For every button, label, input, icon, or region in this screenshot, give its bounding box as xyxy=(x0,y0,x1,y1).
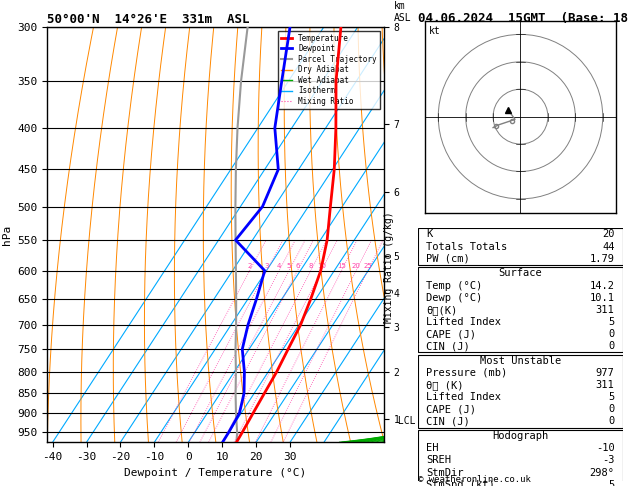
Text: © weatheronline.co.uk: © weatheronline.co.uk xyxy=(418,474,531,484)
Text: θᴄ(K): θᴄ(K) xyxy=(426,305,458,315)
Text: 20: 20 xyxy=(602,229,615,240)
Text: StmSpd (kt): StmSpd (kt) xyxy=(426,480,495,486)
Text: Mixing Ratio (g/kg): Mixing Ratio (g/kg) xyxy=(384,211,394,323)
Text: Surface: Surface xyxy=(499,268,542,278)
Text: -3: -3 xyxy=(602,455,615,466)
Text: 20: 20 xyxy=(352,262,360,269)
Text: EH: EH xyxy=(426,443,439,453)
Text: km
ASL: km ASL xyxy=(394,1,411,22)
Text: 44: 44 xyxy=(602,242,615,252)
Text: Hodograph: Hodograph xyxy=(493,431,548,441)
Text: LCL: LCL xyxy=(392,416,416,426)
Text: 14.2: 14.2 xyxy=(589,280,615,291)
Text: Lifted Index: Lifted Index xyxy=(426,317,501,327)
Text: 5: 5 xyxy=(608,317,615,327)
Text: 50°00'N  14°26'E  331m  ASL: 50°00'N 14°26'E 331m ASL xyxy=(47,13,250,26)
Text: PW (cm): PW (cm) xyxy=(426,254,470,264)
Bar xyxy=(418,355,623,428)
Text: 10: 10 xyxy=(317,262,326,269)
Text: 0: 0 xyxy=(608,329,615,339)
Text: K: K xyxy=(426,229,433,240)
Text: 0: 0 xyxy=(608,404,615,415)
Text: Lifted Index: Lifted Index xyxy=(426,392,501,402)
Text: 298°: 298° xyxy=(589,468,615,478)
Text: SREH: SREH xyxy=(426,455,452,466)
Text: 15: 15 xyxy=(337,262,346,269)
Text: θᴄ (K): θᴄ (K) xyxy=(426,380,464,390)
Bar xyxy=(418,267,623,352)
Bar xyxy=(418,430,623,486)
Legend: Temperature, Dewpoint, Parcel Trajectory, Dry Adiabat, Wet Adiabat, Isotherm, Mi: Temperature, Dewpoint, Parcel Trajectory… xyxy=(277,31,380,109)
Text: StmDir: StmDir xyxy=(426,468,464,478)
Text: 25: 25 xyxy=(364,262,372,269)
Text: 10.1: 10.1 xyxy=(589,293,615,303)
Text: kt: kt xyxy=(428,26,440,36)
Text: 2: 2 xyxy=(247,262,252,269)
Text: CIN (J): CIN (J) xyxy=(426,417,470,427)
Bar xyxy=(418,228,623,265)
Text: CIN (J): CIN (J) xyxy=(426,341,470,351)
Text: 311: 311 xyxy=(596,305,615,315)
Text: 0: 0 xyxy=(608,417,615,427)
Text: Pressure (mb): Pressure (mb) xyxy=(426,368,508,378)
Text: Totals Totals: Totals Totals xyxy=(426,242,508,252)
Text: CAPE (J): CAPE (J) xyxy=(426,329,476,339)
Y-axis label: hPa: hPa xyxy=(2,225,12,244)
Text: 5: 5 xyxy=(287,262,291,269)
Text: Dewp (°C): Dewp (°C) xyxy=(426,293,482,303)
Text: 3: 3 xyxy=(264,262,269,269)
Text: CAPE (J): CAPE (J) xyxy=(426,404,476,415)
Text: 1.79: 1.79 xyxy=(589,254,615,264)
Text: 0: 0 xyxy=(608,341,615,351)
Text: -10: -10 xyxy=(596,443,615,453)
Text: 977: 977 xyxy=(596,368,615,378)
Text: Most Unstable: Most Unstable xyxy=(480,356,561,366)
Text: 6: 6 xyxy=(295,262,299,269)
Text: 8: 8 xyxy=(309,262,313,269)
Text: 311: 311 xyxy=(596,380,615,390)
Text: 04.06.2024  15GMT  (Base: 18): 04.06.2024 15GMT (Base: 18) xyxy=(418,12,629,25)
Text: 5: 5 xyxy=(608,392,615,402)
Text: Temp (°C): Temp (°C) xyxy=(426,280,482,291)
X-axis label: Dewpoint / Temperature (°C): Dewpoint / Temperature (°C) xyxy=(125,468,306,478)
Text: 4: 4 xyxy=(277,262,281,269)
Text: 5: 5 xyxy=(608,480,615,486)
